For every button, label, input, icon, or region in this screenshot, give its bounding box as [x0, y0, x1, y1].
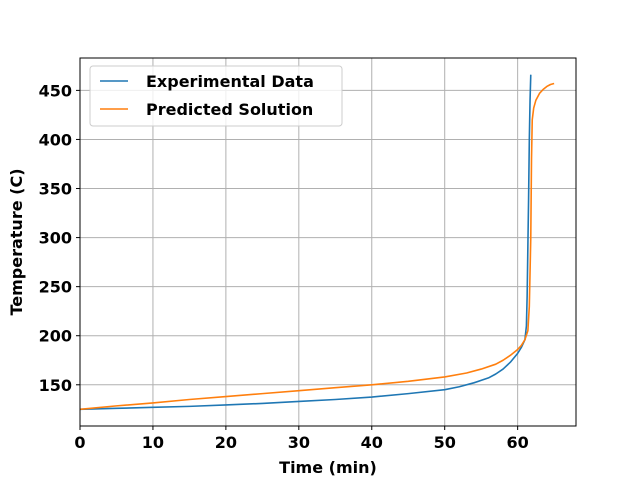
y-tick-label: 350: [39, 180, 72, 199]
y-tick-label: 250: [39, 278, 72, 297]
y-tick-label: 200: [39, 327, 72, 346]
y-axis-label: Temperature (C): [7, 168, 26, 315]
x-tick-label: 40: [361, 433, 383, 452]
y-tick-label: 150: [39, 376, 72, 395]
legend-box: [89, 65, 343, 127]
y-tick-label: 400: [39, 130, 72, 149]
series-line-predicted-solution: [79, 82, 555, 411]
legend: Experimental Data Predicted Solution: [89, 65, 343, 127]
series-lines: [79, 74, 555, 411]
legend-label: Predicted Solution: [146, 100, 313, 119]
x-tick-label: 0: [74, 433, 85, 452]
x-axis-label: Time (min): [279, 458, 377, 477]
x-tick-label: 50: [434, 433, 456, 452]
x-tick-label: 20: [215, 433, 237, 452]
axis-ticks: 0 10 20 30 40 50 60 150 200 250 300 350 400 450: [39, 81, 529, 452]
legend-label: Experimental Data: [146, 72, 314, 91]
x-tick-label: 60: [507, 433, 529, 452]
plot-frame: [79, 57, 577, 427]
series-line-experimental-data: [79, 74, 532, 411]
y-tick-label: 450: [39, 81, 72, 100]
x-tick-label: 10: [142, 433, 164, 452]
y-tick-label: 300: [39, 229, 72, 248]
x-tick-label: 30: [288, 433, 310, 452]
